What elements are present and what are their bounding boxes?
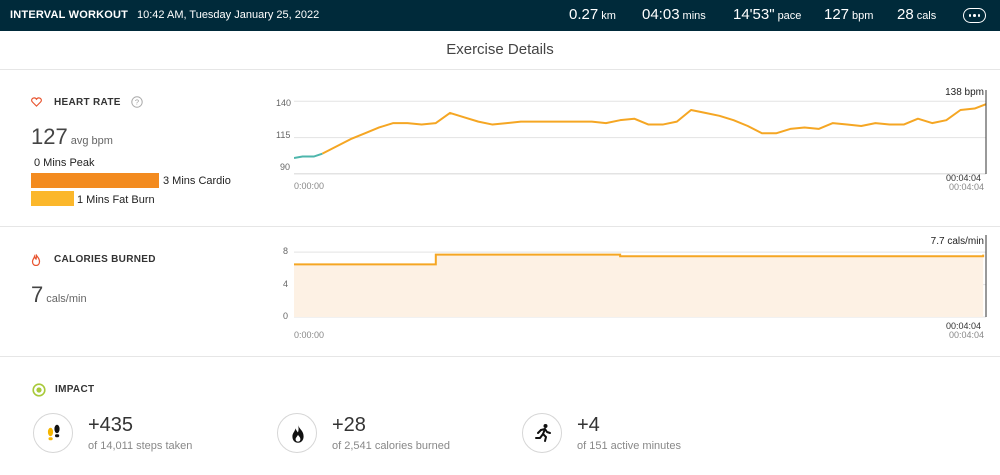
- impact-heading: IMPACT: [55, 384, 95, 395]
- zone-cardio-label: 3 Mins Cardio: [163, 175, 231, 187]
- cal-y-tick-0: 0: [283, 311, 289, 321]
- duration-value: 04:03: [642, 6, 680, 23]
- avg-heart-rate-value: 127: [31, 124, 68, 149]
- hr-y-tick-90: 90: [280, 162, 291, 172]
- cal-line-series: [294, 253, 985, 266]
- running-icon: [535, 424, 551, 442]
- steps-impact-value: +435: [88, 414, 134, 436]
- heart-rate-unit: bpm: [852, 10, 874, 22]
- calories-impact-desc: of 2,541 calories burned: [332, 440, 451, 452]
- page-title: Exercise Details: [446, 41, 554, 58]
- calories-rate-unit: cals/min: [46, 293, 87, 305]
- calories-stat: 28 cals: [897, 6, 936, 24]
- calories-heading: CALORIES BURNED: [54, 254, 156, 265]
- duration-unit: mins: [682, 10, 706, 22]
- divider: [0, 226, 1000, 227]
- active-minutes-impact-desc: of 151 active minutes: [577, 440, 681, 452]
- cal-time-end-current: 00:04:04: [946, 321, 982, 331]
- cal-current-value: 7.7 cals/min: [930, 236, 984, 247]
- distance-value: 0.27: [569, 6, 599, 23]
- active-minutes-icon-badge: [522, 413, 562, 453]
- hr-line-low-segment: [294, 152, 323, 159]
- cal-time-end: 00:04:04: [949, 330, 985, 340]
- avg-heart-rate: 127 avg bpm: [31, 124, 113, 150]
- hr-y-tick-140: 140: [276, 98, 292, 108]
- heart-rate-chart[interactable]: [294, 90, 988, 176]
- cal-y-tick-4: 4: [283, 279, 289, 289]
- hr-current-value: 138 bpm: [945, 87, 984, 98]
- calories-icon-badge: [277, 413, 317, 453]
- workout-title: INTERVAL WORKOUT: [10, 9, 129, 21]
- ellipsis-dot: [977, 14, 981, 17]
- zone-fatburn-bar: [31, 191, 74, 206]
- svg-text:?: ?: [135, 98, 139, 107]
- flame-icon: [31, 254, 41, 266]
- zone-cardio-bar: [31, 173, 159, 188]
- hr-y-tick-115: 115: [276, 130, 291, 140]
- heart-rate-value: 127: [824, 6, 850, 23]
- distance-stat: 0.27 km: [569, 6, 616, 24]
- workout-datetime: 10:42 AM, Tuesday January 25, 2022: [137, 9, 320, 21]
- heart-rate-stat: 127 bpm: [824, 6, 873, 24]
- pace-value: 14'53": [733, 6, 775, 23]
- zone-fatburn-label: 1 Mins Fat Burn: [77, 194, 155, 206]
- calories-chart[interactable]: [294, 235, 988, 327]
- calories-impact-value: +28: [332, 414, 366, 436]
- hr-time-end: 00:04:04: [949, 182, 985, 192]
- zone-peak-label: 0 Mins Peak: [34, 157, 95, 169]
- divider: [0, 356, 1000, 357]
- cal-area-fill: [294, 254, 984, 317]
- calories-unit: cals: [916, 10, 937, 22]
- avg-heart-rate-unit: avg bpm: [70, 135, 113, 147]
- hr-time-end-current: 00:04:04: [946, 173, 982, 183]
- active-minutes-impact-value: +4: [577, 414, 600, 436]
- divider: [0, 69, 1000, 70]
- more-options-button[interactable]: [963, 8, 986, 23]
- flame-icon: [292, 425, 304, 443]
- distance-unit: km: [601, 10, 616, 22]
- pace-unit: pace: [777, 10, 802, 22]
- calories-rate-value: 7: [31, 282, 44, 307]
- heart-icon: [31, 97, 42, 107]
- duration-stat: 04:03 mins: [642, 6, 706, 24]
- question-icon[interactable]: ?: [131, 96, 143, 108]
- top-bar: INTERVAL WORKOUT 10:42 AM, Tuesday Janua…: [0, 0, 1000, 31]
- target-icon: [32, 383, 46, 397]
- ellipsis-icon: [968, 14, 972, 17]
- cal-y-tick-8: 8: [283, 246, 289, 256]
- steps-icon-badge: [33, 413, 73, 453]
- hr-line-series: [321, 103, 987, 155]
- cal-time-start: 0:00:00: [294, 330, 325, 340]
- ellipsis-dot: [973, 14, 976, 17]
- calories-rate: 7 cals/min: [31, 282, 87, 308]
- heart-rate-heading: HEART RATE: [54, 97, 121, 108]
- calories-value: 28: [897, 6, 914, 23]
- pace-stat: 14'53" pace: [733, 6, 801, 24]
- footsteps-icon: [47, 424, 60, 441]
- hr-time-start: 0:00:00: [294, 181, 325, 191]
- steps-impact-desc: of 14,011 steps taken: [88, 440, 193, 452]
